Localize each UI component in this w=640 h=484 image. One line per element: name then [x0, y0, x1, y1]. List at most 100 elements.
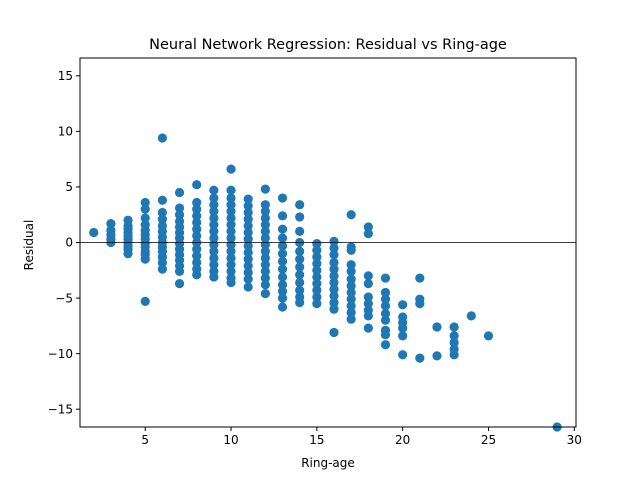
data-point: [277, 233, 288, 243]
data-point: [363, 271, 373, 281]
data-point: [226, 226, 236, 236]
data-point: [226, 200, 236, 210]
data-point: [380, 294, 391, 304]
data-point: [363, 311, 373, 321]
data-point: [226, 164, 236, 174]
data-point: [329, 291, 339, 301]
data-point: [226, 220, 236, 230]
data-point: [157, 133, 167, 143]
data-point: [329, 264, 339, 274]
data-point: [398, 300, 408, 310]
data-point: [243, 207, 253, 218]
data-point: [329, 277, 339, 288]
data-point: [329, 304, 339, 314]
data-point: [226, 233, 236, 243]
data-point: [140, 213, 150, 223]
data-point: [432, 351, 442, 361]
data-point: [192, 257, 202, 268]
data-point: [209, 253, 219, 263]
data-point: [312, 292, 322, 302]
data-point: [243, 274, 253, 284]
data-point: [346, 307, 356, 318]
x-tick-label: 25: [481, 433, 496, 447]
data-point: [209, 272, 219, 282]
data-point: [312, 279, 322, 289]
data-point: [398, 323, 408, 333]
data-point: [192, 197, 202, 208]
data-point: [449, 331, 459, 341]
data-point: [277, 293, 288, 303]
data-point: [329, 257, 339, 268]
data-point: [312, 252, 322, 262]
data-point: [466, 311, 476, 321]
data-point: [346, 260, 356, 270]
data-point: [346, 287, 356, 298]
data-point: [346, 266, 356, 276]
data-point: [277, 249, 288, 259]
data-points: [89, 133, 562, 432]
data-point: [226, 266, 236, 276]
data-point: [174, 203, 185, 213]
data-point: [380, 273, 391, 283]
data-point: [260, 233, 270, 243]
data-point: [157, 195, 167, 205]
data-point: [312, 272, 322, 282]
data-point: [329, 284, 339, 294]
data-point: [209, 260, 219, 270]
x-tick-label: 20: [395, 433, 410, 447]
data-point: [295, 297, 305, 308]
data-point: [89, 227, 99, 238]
data-point: [380, 301, 391, 311]
data-point: [346, 210, 356, 220]
chart-title: Neural Network Regression: Residual vs R…: [149, 37, 507, 53]
data-point: [380, 315, 391, 325]
data-point: [174, 266, 185, 276]
data-point: [209, 213, 219, 223]
x-tick-label: 15: [309, 433, 324, 447]
data-point: [260, 200, 270, 210]
data-point: [312, 245, 322, 255]
data-point: [209, 220, 219, 230]
data-point: [329, 243, 339, 253]
data-point: [260, 273, 270, 283]
data-point: [226, 260, 236, 270]
data-point: [346, 294, 356, 304]
data-point: [243, 241, 253, 251]
data-point: [140, 254, 150, 264]
data-point: [329, 271, 339, 281]
data-point: [209, 185, 219, 195]
data-point: [329, 327, 339, 338]
data-point: [260, 266, 270, 276]
data-point: [380, 340, 391, 350]
data-point: [243, 234, 253, 244]
data-point: [277, 241, 288, 251]
data-point: [106, 219, 116, 229]
data-point: [295, 226, 305, 236]
data-point: [415, 273, 425, 283]
data-point: [243, 254, 253, 264]
data-point: [277, 224, 288, 234]
y-tick-label: 0: [65, 236, 73, 250]
data-point: [363, 222, 373, 232]
data-point: [277, 264, 288, 274]
data-point: [174, 187, 185, 198]
data-point: [277, 286, 288, 297]
data-point: [329, 236, 339, 246]
data-point: [363, 299, 373, 309]
data-point: [398, 350, 408, 360]
data-point: [363, 323, 373, 333]
data-point: [398, 331, 408, 341]
data-point: [226, 193, 236, 203]
data-point: [277, 193, 288, 203]
data-point: [157, 264, 167, 274]
data-point: [295, 254, 305, 264]
data-point: [312, 259, 322, 269]
data-point: [174, 210, 185, 220]
data-point: [432, 322, 442, 332]
data-point: [295, 285, 305, 295]
data-point: [363, 229, 373, 239]
data-point: [449, 350, 459, 360]
data-point: [260, 260, 270, 270]
data-point: [277, 211, 288, 221]
